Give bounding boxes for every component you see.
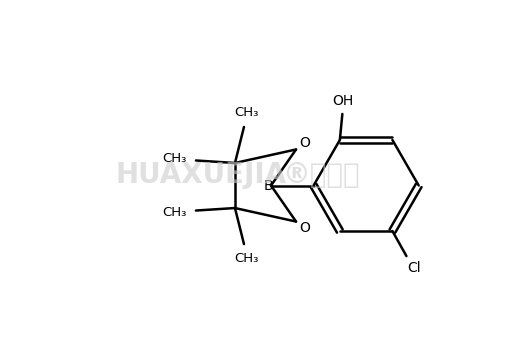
Text: CH₃: CH₃ — [163, 152, 187, 165]
Text: OH: OH — [333, 94, 354, 109]
Text: HUAXUEJIA: HUAXUEJIA — [115, 162, 287, 189]
Text: Cl: Cl — [408, 261, 421, 274]
Text: O: O — [300, 136, 311, 151]
Text: B: B — [264, 178, 274, 193]
Text: CH₃: CH₃ — [234, 252, 258, 265]
Text: ®化学加: ®化学加 — [282, 162, 360, 189]
Text: CH₃: CH₃ — [234, 106, 258, 119]
Text: CH₃: CH₃ — [163, 206, 187, 219]
Text: O: O — [300, 221, 311, 235]
